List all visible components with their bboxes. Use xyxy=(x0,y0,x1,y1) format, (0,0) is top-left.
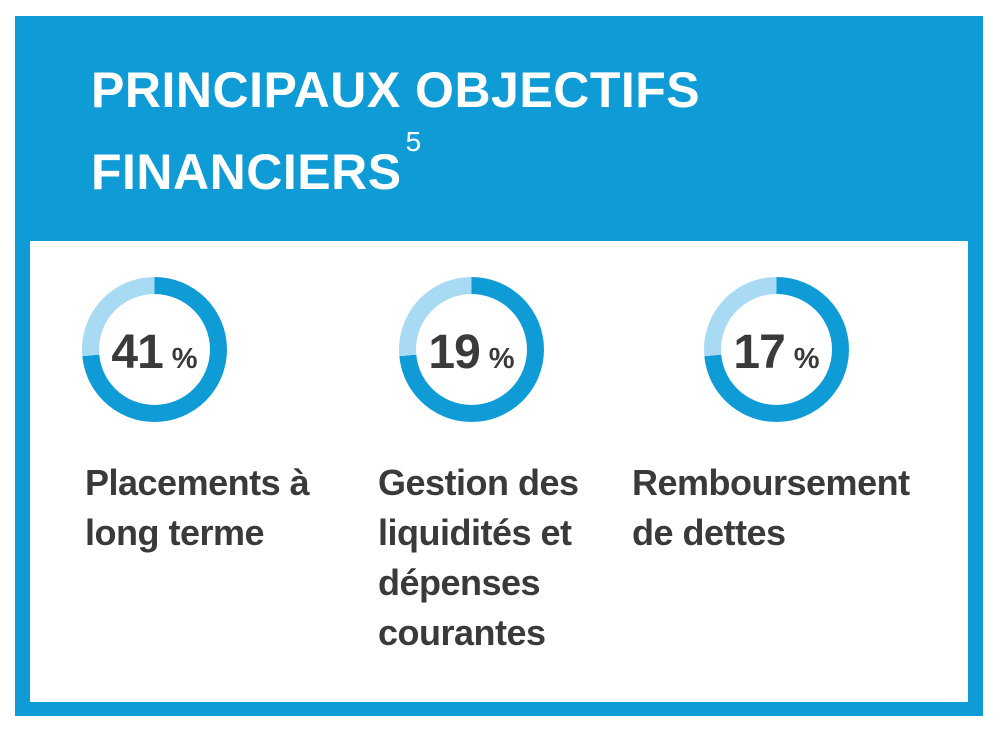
donut-value-group: 41 % xyxy=(111,320,197,380)
card-frame: PRINCIPAUX OBJECTIFS FINANCIERS5 41 % Pla… xyxy=(15,16,983,716)
donut-hole: 41 % xyxy=(99,294,210,405)
donut-chart-liquidites: 19 % xyxy=(399,277,544,422)
percent-sign: % xyxy=(171,342,198,375)
objective-label-placements: Placements à long terme xyxy=(85,462,310,553)
donut-value-group: 19 % xyxy=(428,320,514,380)
title-line-1: PRINCIPAUX OBJECTIFS xyxy=(91,62,701,118)
percent-sign: % xyxy=(488,342,515,375)
donut-chart-remboursement: 17 % xyxy=(704,277,849,422)
objective-label-liquidites: Gestion des liquidités et dépenses coura… xyxy=(378,462,579,653)
footnote-reference: 5 xyxy=(405,126,422,158)
content-panel: 41 % Placements à long terme 19 % Gestio… xyxy=(30,241,968,702)
page-title: PRINCIPAUX OBJECTIFS FINANCIERS5 xyxy=(91,49,700,213)
title-line-2: FINANCIERS xyxy=(91,144,402,200)
header-band: PRINCIPAUX OBJECTIFS FINANCIERS5 xyxy=(15,16,983,241)
donut-value: 41 xyxy=(111,325,163,379)
donut-value: 17 xyxy=(733,325,785,379)
objective-label-remboursement: Remboursement de dettes xyxy=(632,462,910,553)
donut-chart-placements: 41 % xyxy=(82,277,227,422)
donut-hole: 19 % xyxy=(416,294,527,405)
percent-sign: % xyxy=(793,342,820,375)
donut-value: 19 xyxy=(428,325,480,379)
donut-hole: 17 % xyxy=(721,294,832,405)
donut-value-group: 17 % xyxy=(733,320,819,380)
